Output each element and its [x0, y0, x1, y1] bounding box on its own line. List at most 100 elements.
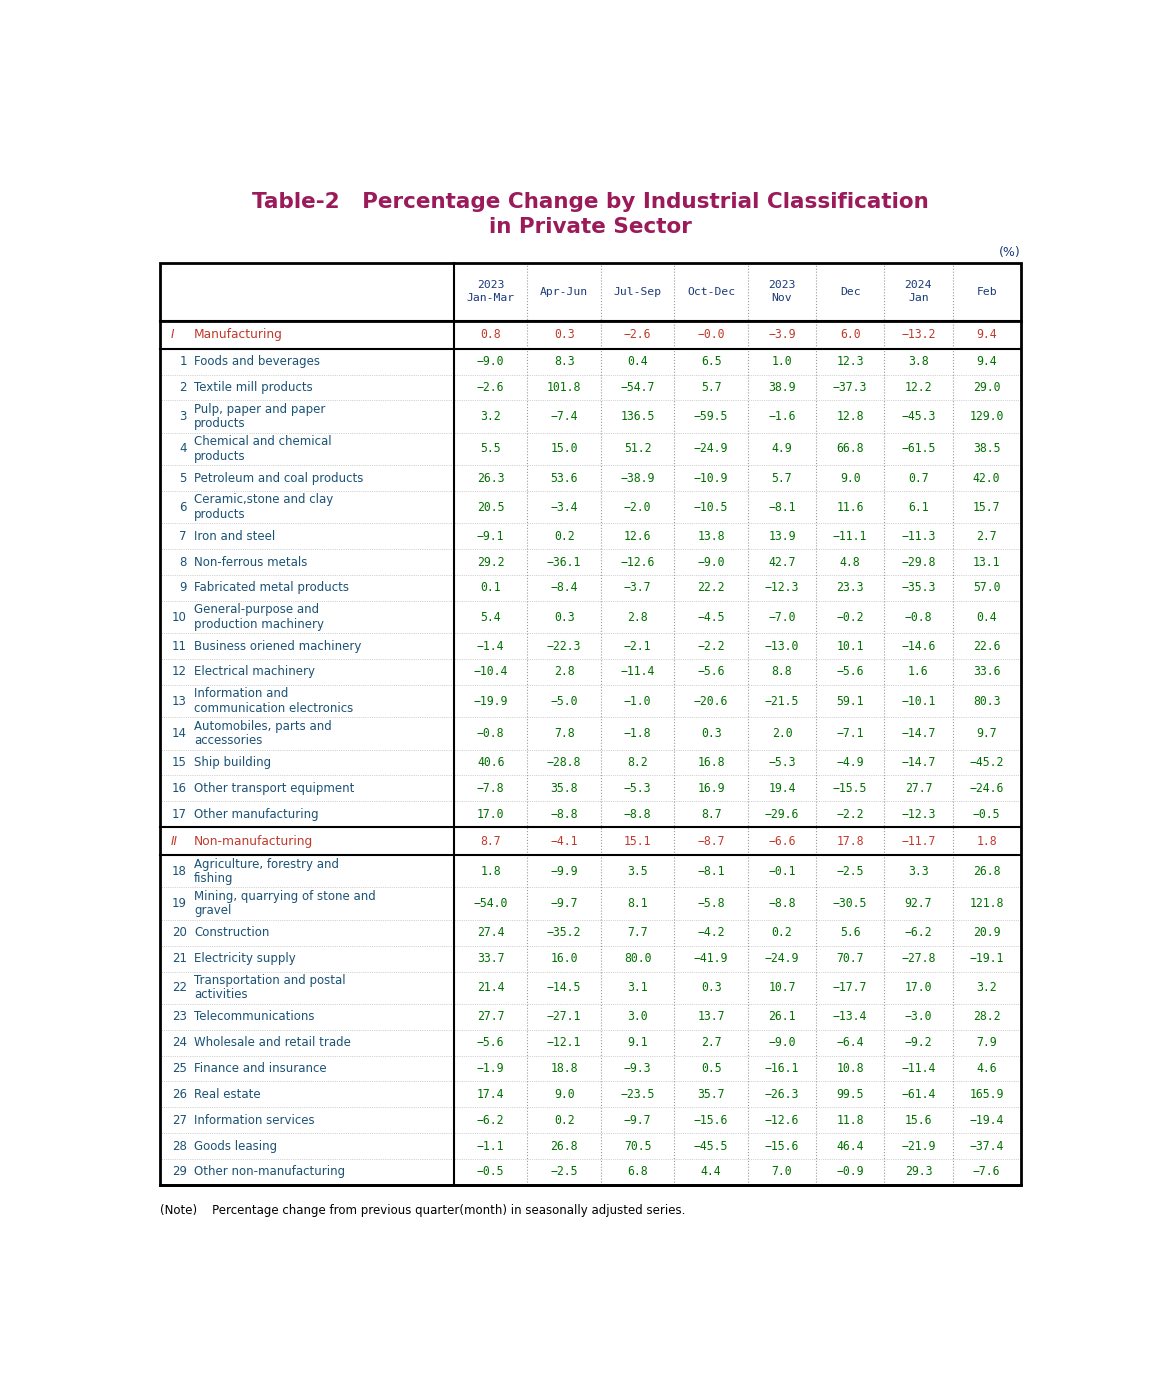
- Text: 1: 1: [180, 356, 187, 368]
- Text: Wholesale and retail trade: Wholesale and retail trade: [194, 1036, 351, 1049]
- Text: 8.8: 8.8: [772, 665, 793, 678]
- Text: −9.0: −9.0: [697, 556, 725, 568]
- Text: 18: 18: [172, 865, 187, 878]
- Text: −9.3: −9.3: [624, 1063, 651, 1075]
- Text: 0.8: 0.8: [480, 328, 501, 342]
- Text: Feb: Feb: [976, 286, 996, 297]
- Text: −7.1: −7.1: [836, 726, 864, 740]
- Text: −1.1: −1.1: [477, 1139, 505, 1153]
- Text: 7.8: 7.8: [554, 726, 575, 740]
- Text: 20.5: 20.5: [477, 500, 505, 514]
- Text: −35.3: −35.3: [901, 582, 935, 594]
- Text: 15.6: 15.6: [904, 1114, 932, 1126]
- Text: 0.7: 0.7: [908, 471, 929, 485]
- Text: 2.0: 2.0: [772, 726, 793, 740]
- Text: 22: 22: [172, 981, 187, 995]
- Text: 10.7: 10.7: [768, 981, 796, 995]
- Text: 12.2: 12.2: [904, 381, 932, 394]
- Text: Automobiles, parts and
accessories: Automobiles, parts and accessories: [194, 720, 332, 747]
- Text: −13.2: −13.2: [901, 328, 935, 342]
- Text: −59.5: −59.5: [694, 410, 728, 424]
- Text: 11: 11: [172, 639, 187, 653]
- Text: 2024
Jan: 2024 Jan: [904, 281, 932, 303]
- Text: 0.2: 0.2: [554, 1114, 575, 1126]
- Text: 26.8: 26.8: [551, 1139, 578, 1153]
- Text: 16.9: 16.9: [697, 782, 725, 795]
- Text: 0.3: 0.3: [700, 726, 721, 740]
- Text: −0.1: −0.1: [768, 865, 796, 878]
- Text: 15.0: 15.0: [551, 443, 578, 456]
- Text: 70.5: 70.5: [624, 1139, 651, 1153]
- Text: 80.3: 80.3: [973, 694, 1000, 707]
- Text: 22.6: 22.6: [973, 639, 1000, 653]
- Text: Apr-Jun: Apr-Jun: [540, 286, 589, 297]
- Text: 14: 14: [172, 726, 187, 740]
- Text: (%): (%): [999, 246, 1021, 258]
- Text: −5.3: −5.3: [624, 782, 651, 795]
- Text: 2023
Nov: 2023 Nov: [768, 281, 796, 303]
- Text: 16.8: 16.8: [697, 756, 725, 770]
- Text: −0.2: −0.2: [836, 611, 864, 624]
- Text: 7.9: 7.9: [976, 1036, 996, 1049]
- Text: 13: 13: [172, 694, 187, 707]
- Text: −5.6: −5.6: [477, 1036, 505, 1049]
- Text: 0.1: 0.1: [480, 582, 501, 594]
- Text: −30.5: −30.5: [833, 897, 867, 910]
- Text: −6.2: −6.2: [477, 1114, 505, 1126]
- Text: Petroleum and coal products: Petroleum and coal products: [194, 471, 363, 485]
- Text: 5.7: 5.7: [700, 381, 721, 394]
- Text: −2.6: −2.6: [624, 328, 651, 342]
- Text: II: II: [170, 835, 177, 847]
- Text: 25: 25: [172, 1063, 187, 1075]
- Text: 9.7: 9.7: [976, 726, 996, 740]
- Text: −11.7: −11.7: [901, 835, 935, 847]
- Text: 33.6: 33.6: [973, 665, 1000, 678]
- Text: −14.7: −14.7: [901, 756, 935, 770]
- Text: −1.6: −1.6: [768, 410, 796, 424]
- Text: 15.7: 15.7: [973, 500, 1000, 514]
- Text: 8.7: 8.7: [480, 835, 501, 847]
- Text: 4.8: 4.8: [840, 556, 861, 568]
- Text: 17.8: 17.8: [836, 835, 864, 847]
- Text: −11.1: −11.1: [833, 529, 867, 543]
- Text: Ship building: Ship building: [194, 756, 271, 770]
- Text: 0.2: 0.2: [554, 529, 575, 543]
- Text: Dec: Dec: [840, 286, 861, 297]
- Text: 8: 8: [180, 556, 187, 568]
- Text: 17.0: 17.0: [477, 807, 505, 821]
- Text: in Private Sector: in Private Sector: [488, 217, 692, 238]
- Text: −3.7: −3.7: [624, 582, 651, 594]
- Text: −17.7: −17.7: [833, 981, 867, 995]
- Text: −61.5: −61.5: [901, 443, 935, 456]
- Text: 9.0: 9.0: [554, 1088, 575, 1101]
- Text: −16.1: −16.1: [765, 1063, 799, 1075]
- Text: 8.1: 8.1: [628, 897, 647, 910]
- Text: 33.7: 33.7: [477, 951, 505, 965]
- Text: −8.7: −8.7: [697, 835, 725, 847]
- Text: −9.1: −9.1: [477, 529, 505, 543]
- Text: −8.1: −8.1: [768, 500, 796, 514]
- Text: −36.1: −36.1: [547, 556, 582, 568]
- Text: 27: 27: [172, 1114, 187, 1126]
- Text: 24: 24: [172, 1036, 187, 1049]
- Text: 5.7: 5.7: [772, 471, 793, 485]
- Text: Manufacturing: Manufacturing: [194, 328, 283, 342]
- Text: 4.4: 4.4: [700, 1165, 721, 1178]
- Text: −9.7: −9.7: [624, 1114, 651, 1126]
- Text: 38.5: 38.5: [973, 443, 1000, 456]
- Text: 21: 21: [172, 951, 187, 965]
- Text: 17: 17: [172, 807, 187, 821]
- Text: 12.8: 12.8: [836, 410, 864, 424]
- Text: 1.8: 1.8: [976, 835, 996, 847]
- Text: 16.0: 16.0: [551, 951, 578, 965]
- Text: 13.9: 13.9: [768, 529, 796, 543]
- Text: 0.3: 0.3: [554, 328, 575, 342]
- Text: 7: 7: [180, 529, 187, 543]
- Text: −9.9: −9.9: [551, 865, 578, 878]
- Text: 27.7: 27.7: [477, 1010, 505, 1024]
- Text: 28: 28: [172, 1139, 187, 1153]
- Text: −14.7: −14.7: [901, 726, 935, 740]
- Text: −3.9: −3.9: [768, 328, 796, 342]
- Text: −29.8: −29.8: [901, 556, 935, 568]
- Text: −0.5: −0.5: [973, 807, 1000, 821]
